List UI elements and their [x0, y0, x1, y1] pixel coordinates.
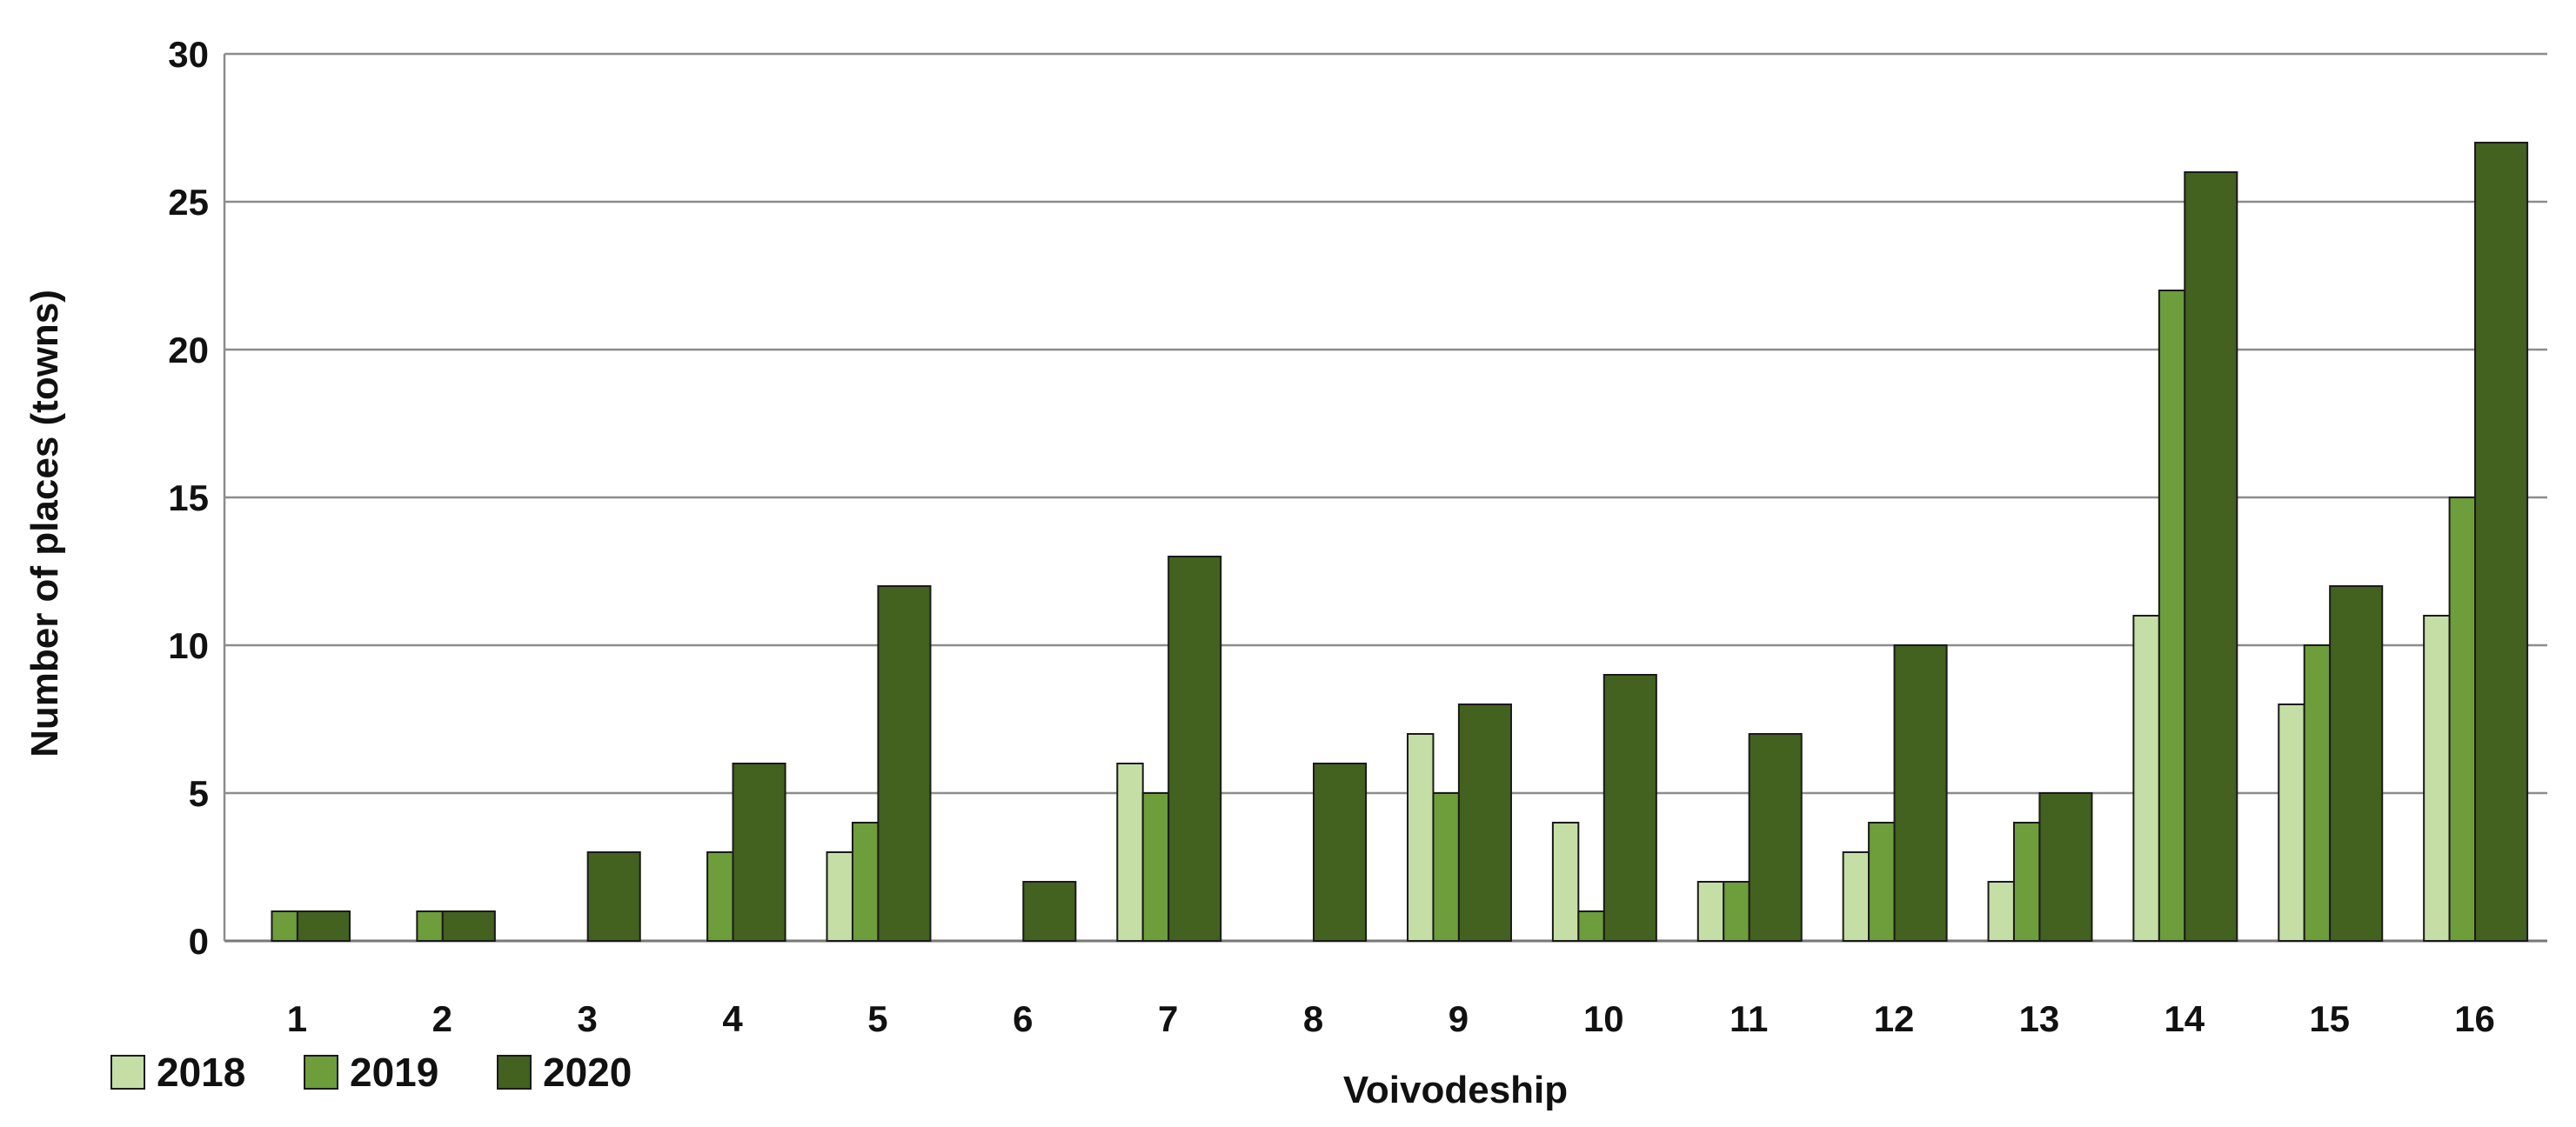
bar-2019-15 [2303, 644, 2332, 942]
bar-2020-16 [2474, 142, 2529, 942]
legend-swatch-2018 [110, 1055, 145, 1090]
bar-2019-13 [2012, 822, 2041, 942]
bar-2020-3 [586, 851, 641, 942]
bar-2018-7 [1116, 763, 1144, 942]
y-tick-label: 5 [189, 773, 209, 814]
x-axis-title: Voivodeship [1343, 1069, 1568, 1111]
bar-2019-1 [271, 910, 298, 942]
bar-2020-1 [296, 910, 351, 942]
legend-swatch-2020 [497, 1055, 532, 1090]
x-tick-label: 7 [1158, 998, 1178, 1039]
legend-label-2018: 2018 [157, 1050, 245, 1095]
x-tick-label: 8 [1303, 998, 1323, 1039]
bar-2019-12 [1868, 822, 1896, 942]
x-tick-label: 15 [2309, 998, 2350, 1039]
x-tick-label: 5 [867, 998, 887, 1039]
y-tick-label: 10 [168, 625, 209, 666]
y-tick-label: 20 [168, 330, 209, 370]
y-tick-label: 0 [189, 921, 209, 962]
bar-2018-11 [1696, 881, 1725, 942]
legend-label-2020: 2020 [543, 1050, 632, 1095]
x-tick-label: 3 [578, 998, 598, 1039]
bar-2018-13 [1987, 881, 2015, 942]
x-tick-label: 4 [722, 998, 743, 1039]
bar-2018-12 [1842, 851, 1870, 942]
bar-2020-2 [441, 910, 496, 942]
y-tick-labels: 0 5 10 15 20 25 30 [168, 34, 209, 962]
bar-2020-4 [732, 763, 786, 942]
bar-2018-9 [1407, 733, 1435, 942]
bar-2018-16 [2423, 615, 2451, 942]
x-tick-label: 9 [1449, 998, 1469, 1039]
x-tick-label: 13 [2019, 998, 2060, 1039]
bar-2018-5 [826, 851, 853, 942]
x-tick-label: 10 [1583, 998, 1624, 1039]
bar-2019-7 [1141, 792, 1170, 942]
bar-2020-10 [1602, 674, 1657, 942]
x-tick-label: 1 [287, 998, 307, 1039]
x-tick-label: 16 [2454, 998, 2495, 1039]
y-axis-title: Number of places (towns) [23, 290, 66, 757]
x-tick-label: 14 [2164, 998, 2205, 1039]
x-tick-label: 11 [1730, 998, 1768, 1039]
bar-2020-13 [2038, 792, 2093, 942]
legend: 2018 2019 2020 [110, 1050, 632, 1095]
bar-2018-15 [2278, 704, 2305, 942]
bar-2020-7 [1168, 556, 1222, 942]
y-tick-label: 25 [168, 182, 209, 223]
bar-2019-9 [1432, 792, 1460, 942]
x-tick-label: 6 [1013, 998, 1033, 1039]
bar-2018-10 [1551, 822, 1580, 942]
bar-2019-4 [706, 851, 734, 942]
bar-2020-6 [1022, 881, 1077, 942]
bar-2020-5 [877, 585, 932, 942]
bar-2018-14 [2132, 615, 2160, 942]
y-tick-label: 15 [168, 477, 209, 518]
x-tick-label: 2 [432, 998, 452, 1039]
x-tick-label: 12 [1874, 998, 1915, 1039]
y-tick-label: 30 [168, 34, 209, 75]
bar-2019-5 [851, 822, 880, 942]
bar-2020-15 [2329, 585, 2384, 942]
x-tick-labels: 1 2 3 4 5 6 7 8 9 10 11 12 13 14 15 16 [287, 998, 2495, 1039]
bar-2020-11 [1748, 733, 1803, 942]
legend-label-2019: 2019 [350, 1050, 438, 1095]
bar-2020-9 [1457, 704, 1512, 942]
legend-swatch-2019 [304, 1055, 338, 1090]
bar-2019-16 [2448, 497, 2477, 942]
bar-2019-11 [1723, 881, 1750, 942]
bar-2019-10 [1577, 910, 1605, 942]
bar-2020-14 [2184, 171, 2238, 942]
bar-2019-14 [2158, 290, 2186, 942]
bar-2019-2 [416, 910, 444, 942]
bars [271, 142, 2529, 942]
bar-2020-8 [1313, 763, 1368, 942]
bar-2020-12 [1893, 644, 1948, 942]
